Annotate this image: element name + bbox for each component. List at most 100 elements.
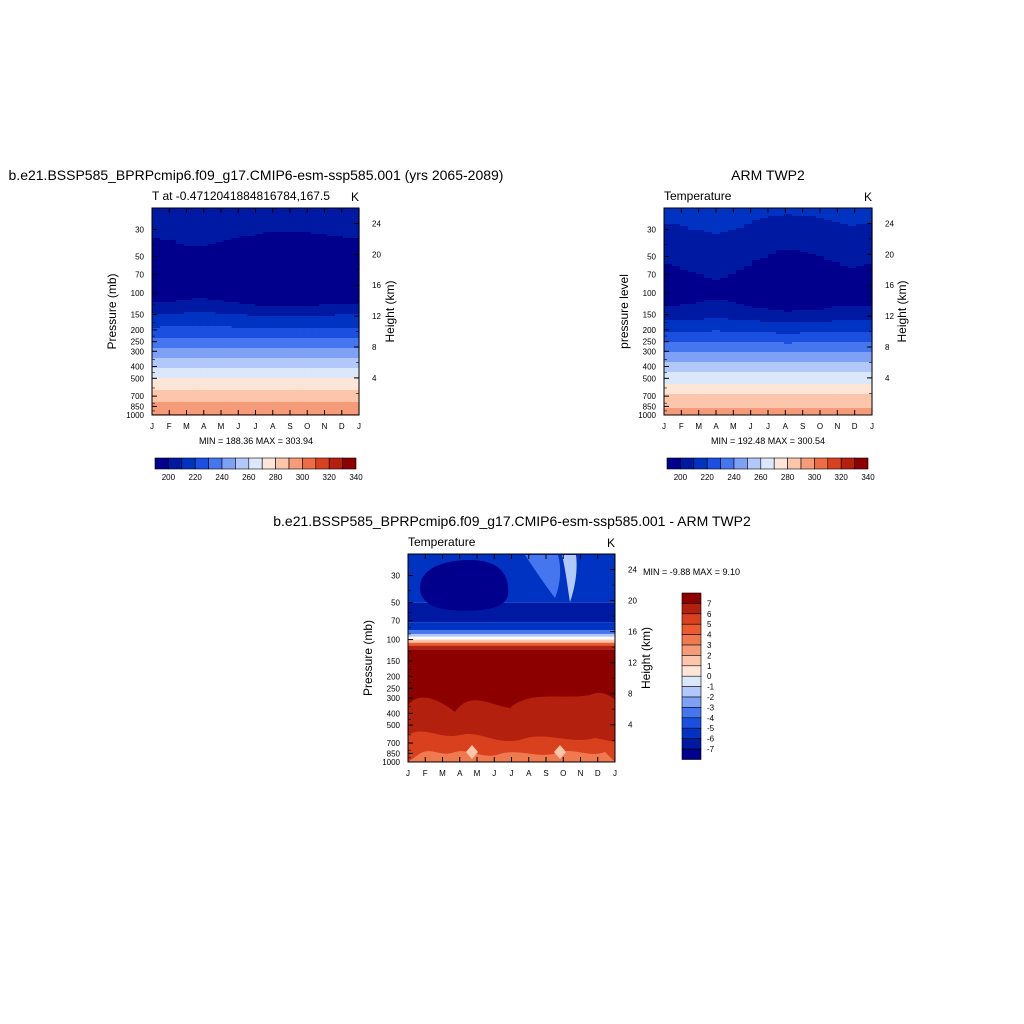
contour-cell xyxy=(319,392,328,395)
contour-cell xyxy=(808,214,817,217)
contour-cell xyxy=(728,310,737,313)
contour-cell xyxy=(672,280,681,283)
contour-cell xyxy=(295,332,304,335)
contour-cell xyxy=(736,386,745,389)
ytick-label: 150 xyxy=(131,311,145,320)
contour-cell xyxy=(175,364,185,367)
contour-cell xyxy=(247,226,257,229)
contour-cell xyxy=(680,356,689,359)
contour-cell xyxy=(824,298,833,301)
contour-cell xyxy=(792,230,801,233)
contour-cell xyxy=(239,266,249,269)
contour-cell xyxy=(271,252,280,255)
contour-cell xyxy=(199,364,209,367)
contour-cell xyxy=(191,378,201,381)
contour-cell xyxy=(215,300,225,303)
contour-cell xyxy=(159,362,169,365)
contour-cell xyxy=(167,344,177,347)
contour-cell xyxy=(239,256,249,259)
contour-cell xyxy=(792,208,801,211)
contour-cell xyxy=(311,384,320,387)
contour-cell xyxy=(191,350,201,353)
contour-cell xyxy=(255,364,265,367)
contour-cell xyxy=(199,374,209,377)
contour-cell xyxy=(175,392,185,395)
contour-cell xyxy=(191,298,201,301)
contour-cell xyxy=(768,254,777,257)
contour-cell xyxy=(816,318,825,321)
contour-cell xyxy=(167,240,177,243)
contour-cell xyxy=(768,390,777,393)
contour-cell xyxy=(152,372,161,375)
contour-cell xyxy=(263,268,273,271)
contour-cell xyxy=(760,294,769,297)
contour-cell xyxy=(175,394,185,397)
contour-cell xyxy=(231,232,241,235)
contour-cell xyxy=(720,260,729,263)
contour-cell xyxy=(167,330,177,333)
contour-cell xyxy=(784,292,793,295)
contour-cell xyxy=(752,240,761,243)
contour-cell xyxy=(752,370,761,373)
contour-cell xyxy=(152,224,161,227)
contour-cell xyxy=(712,400,721,403)
contour-cell xyxy=(287,370,296,373)
contour-cell xyxy=(263,238,273,241)
contour-cell xyxy=(720,332,729,335)
contour-cell xyxy=(327,238,336,241)
contour-cell xyxy=(215,246,225,249)
contour-cell xyxy=(152,304,161,307)
contour-cell xyxy=(159,312,169,315)
contour-cell xyxy=(191,264,201,267)
contour-cell xyxy=(327,318,336,321)
contour-cell xyxy=(728,312,737,315)
contour-cell xyxy=(271,226,280,229)
colorbar-swatch xyxy=(261,457,276,470)
contour-cell xyxy=(784,358,793,361)
contour-cell xyxy=(824,330,833,333)
contour-cell xyxy=(303,308,312,311)
contour-cell xyxy=(311,238,320,241)
contour-cell xyxy=(800,340,809,343)
contour-cell xyxy=(239,332,249,335)
contour-cell xyxy=(680,402,689,405)
contour-cell xyxy=(335,404,344,407)
contour-cell xyxy=(255,380,265,383)
contour-cell xyxy=(239,254,249,257)
contour-cell xyxy=(792,236,801,239)
contour-cell xyxy=(752,316,761,319)
contour-cell xyxy=(728,228,737,231)
contour-cell xyxy=(231,244,241,247)
contour-cell xyxy=(175,324,185,327)
contour-cell xyxy=(159,240,169,243)
contour-cell xyxy=(768,304,777,307)
contour-cell xyxy=(183,254,193,257)
contour-cell xyxy=(792,338,801,341)
contour-cell xyxy=(175,370,185,373)
contour-cell xyxy=(664,334,673,337)
contour-cell xyxy=(720,296,729,299)
contour-cell xyxy=(351,328,360,331)
contour-cell xyxy=(191,310,201,313)
contour-cell xyxy=(183,332,193,335)
xtick-label: F xyxy=(167,422,172,431)
contour-cell xyxy=(167,312,177,315)
contour-cell xyxy=(303,248,312,251)
contour-cell xyxy=(776,258,785,261)
contour-cell xyxy=(215,262,225,265)
contour-cell xyxy=(167,366,177,369)
contour-cell xyxy=(311,322,320,325)
contour-cell xyxy=(680,376,689,379)
contour-cell xyxy=(792,394,801,397)
contour-cell xyxy=(303,258,312,261)
contour-cell xyxy=(231,274,241,277)
contour-cell xyxy=(327,212,336,215)
contour-cell xyxy=(784,328,793,331)
contour-cell xyxy=(768,370,777,373)
contour-cell xyxy=(728,392,737,395)
contour-cell xyxy=(776,268,785,271)
contour-cell xyxy=(167,266,177,269)
contour-cell xyxy=(335,322,344,325)
contour-cell xyxy=(207,404,217,407)
contour-cell xyxy=(688,408,697,411)
